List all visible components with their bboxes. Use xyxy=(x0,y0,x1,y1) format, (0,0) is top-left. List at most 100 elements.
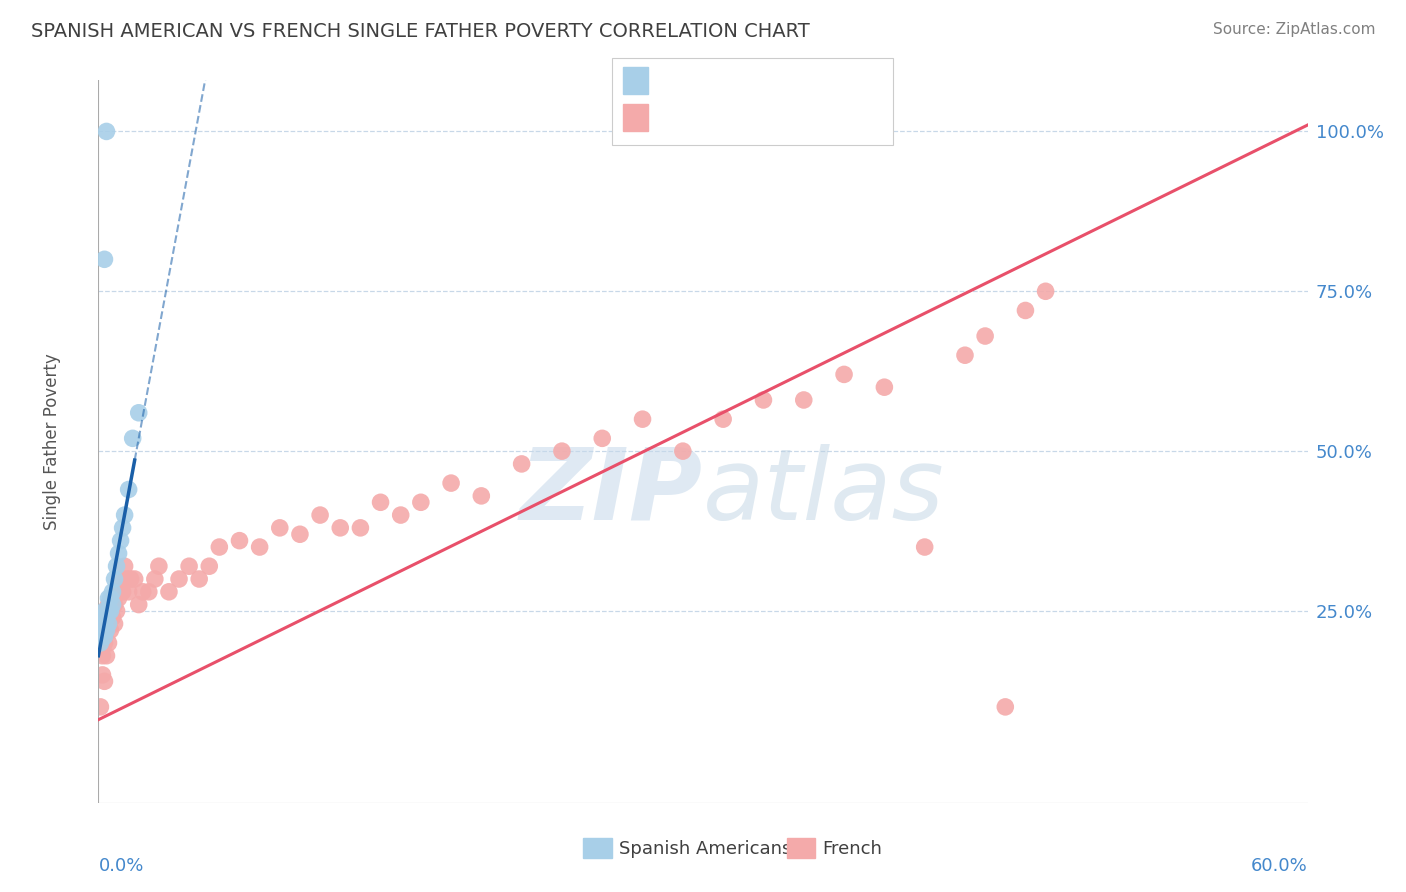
Point xyxy=(100,604,122,618)
Point xyxy=(389,508,412,522)
Point xyxy=(120,572,142,586)
Text: N =: N = xyxy=(756,109,800,128)
Point xyxy=(179,559,201,574)
Point xyxy=(873,380,896,394)
Point xyxy=(128,598,150,612)
Point xyxy=(349,521,371,535)
Point xyxy=(228,533,250,548)
Text: French: French xyxy=(823,840,883,858)
Point xyxy=(89,636,111,650)
Point xyxy=(329,521,352,535)
Point xyxy=(97,591,120,606)
Point xyxy=(167,572,190,586)
Point xyxy=(128,406,150,420)
Point xyxy=(111,584,134,599)
Point xyxy=(97,604,120,618)
Point xyxy=(121,431,143,445)
Point xyxy=(93,674,115,689)
Text: 26: 26 xyxy=(794,71,821,91)
Text: Spanish Americans: Spanish Americans xyxy=(619,840,792,858)
Point xyxy=(97,636,120,650)
Point xyxy=(91,610,114,624)
Point xyxy=(309,508,332,522)
Point xyxy=(1014,303,1036,318)
Point xyxy=(672,444,695,458)
Point xyxy=(93,252,115,267)
Point xyxy=(105,584,128,599)
Point xyxy=(953,348,976,362)
Point xyxy=(138,584,160,599)
Point xyxy=(96,623,118,637)
Point xyxy=(914,540,936,554)
Point xyxy=(100,591,122,606)
Text: R =: R = xyxy=(658,109,700,128)
Point xyxy=(97,598,120,612)
Text: 0.614: 0.614 xyxy=(700,109,762,128)
Point xyxy=(440,476,463,491)
Point xyxy=(103,572,125,586)
Point xyxy=(148,559,170,574)
Point xyxy=(249,540,271,554)
Point xyxy=(114,559,136,574)
Point xyxy=(132,584,155,599)
Point xyxy=(118,483,141,497)
Point xyxy=(97,616,120,631)
Point xyxy=(208,540,231,554)
Point xyxy=(110,572,132,586)
Point xyxy=(107,546,129,560)
Point xyxy=(96,610,118,624)
Point xyxy=(110,533,132,548)
Point xyxy=(93,623,115,637)
Point xyxy=(288,527,311,541)
Text: ZIP: ZIP xyxy=(520,443,703,541)
Text: R =: R = xyxy=(658,71,700,91)
Point xyxy=(103,598,125,612)
Point xyxy=(91,648,114,663)
Point xyxy=(89,699,111,714)
Point xyxy=(510,457,533,471)
Point xyxy=(93,630,115,644)
Point xyxy=(93,616,115,631)
Point xyxy=(994,699,1017,714)
Point xyxy=(114,508,136,522)
Point xyxy=(198,559,221,574)
Point xyxy=(93,604,115,618)
Point xyxy=(97,616,120,631)
Point xyxy=(188,572,211,586)
Point xyxy=(93,604,115,618)
Point xyxy=(793,392,815,407)
Text: atlas: atlas xyxy=(703,443,945,541)
Point xyxy=(100,604,122,618)
Point xyxy=(470,489,492,503)
Point xyxy=(551,444,574,458)
Text: Single Father Poverty: Single Father Poverty xyxy=(44,353,62,530)
Point xyxy=(115,572,138,586)
Point xyxy=(370,495,392,509)
Point xyxy=(96,623,118,637)
Point xyxy=(103,616,125,631)
Point xyxy=(91,668,114,682)
Point xyxy=(1035,285,1057,299)
Point xyxy=(101,610,124,624)
Point xyxy=(101,598,124,612)
Point xyxy=(111,521,134,535)
Point xyxy=(157,584,180,599)
Text: 0.439: 0.439 xyxy=(700,71,762,91)
Point xyxy=(107,591,129,606)
Point xyxy=(832,368,855,382)
Point xyxy=(93,636,115,650)
Text: SPANISH AMERICAN VS FRENCH SINGLE FATHER POVERTY CORRELATION CHART: SPANISH AMERICAN VS FRENCH SINGLE FATHER… xyxy=(31,22,810,41)
Point xyxy=(101,591,124,606)
Text: 60.0%: 60.0% xyxy=(1251,857,1308,875)
Point xyxy=(105,604,128,618)
Point xyxy=(409,495,432,509)
Point xyxy=(974,329,997,343)
Point xyxy=(101,584,124,599)
Text: 67: 67 xyxy=(794,109,821,128)
Point xyxy=(100,623,122,637)
Point xyxy=(96,648,118,663)
Text: Source: ZipAtlas.com: Source: ZipAtlas.com xyxy=(1212,22,1375,37)
Point xyxy=(631,412,654,426)
Point xyxy=(752,392,775,407)
Text: N =: N = xyxy=(756,71,800,91)
